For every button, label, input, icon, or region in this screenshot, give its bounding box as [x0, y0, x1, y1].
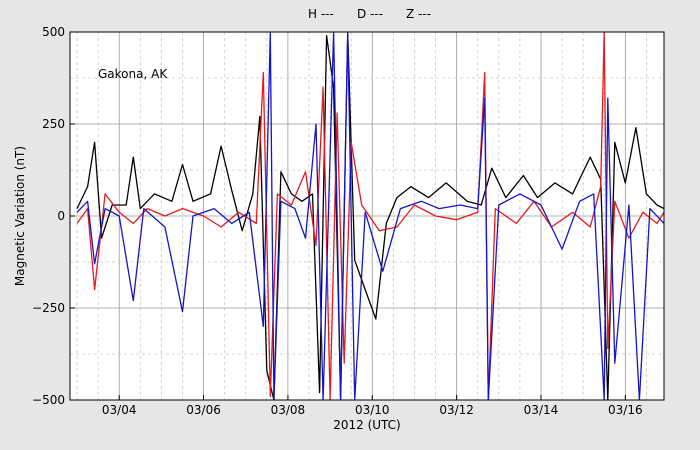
- x-tick-label: 03/16: [608, 403, 643, 417]
- x-tick-label: 03/08: [271, 403, 306, 417]
- legend-entry-h: H ---: [308, 7, 334, 21]
- series-layer: [76, 32, 664, 400]
- legend: H --- D --- Z ---: [308, 7, 431, 21]
- legend-entry-z: Z ---: [406, 7, 431, 21]
- series-line-z: [76, 32, 664, 400]
- y-tick-label: 250: [42, 117, 65, 131]
- x-tick-label: 03/14: [524, 403, 559, 417]
- y-tick-label: −250: [32, 301, 65, 315]
- x-tick-label: 03/06: [186, 403, 221, 417]
- x-ticks: 03/04 03/06 03/08 03/10 03/12 03/14 03/16: [102, 395, 643, 417]
- grid: [70, 32, 664, 400]
- x-tick-label: 03/12: [439, 403, 474, 417]
- series-line-d: [76, 32, 664, 400]
- chart-annotation: Gakona, AK: [98, 67, 168, 81]
- x-tick-label: 03/04: [102, 403, 137, 417]
- x-tick-label: 03/10: [355, 403, 390, 417]
- y-tick-label: −500: [32, 393, 65, 407]
- y-axis-label: Magnetic Variation (nT): [13, 146, 27, 286]
- x-axis-label: 2012 (UTC): [333, 418, 401, 432]
- legend-entry-d: D ---: [357, 7, 383, 21]
- y-tick-label: 0: [57, 209, 65, 223]
- y-tick-label: 500: [42, 25, 65, 39]
- y-ticks: 500 250 0 −250 −500: [32, 25, 75, 407]
